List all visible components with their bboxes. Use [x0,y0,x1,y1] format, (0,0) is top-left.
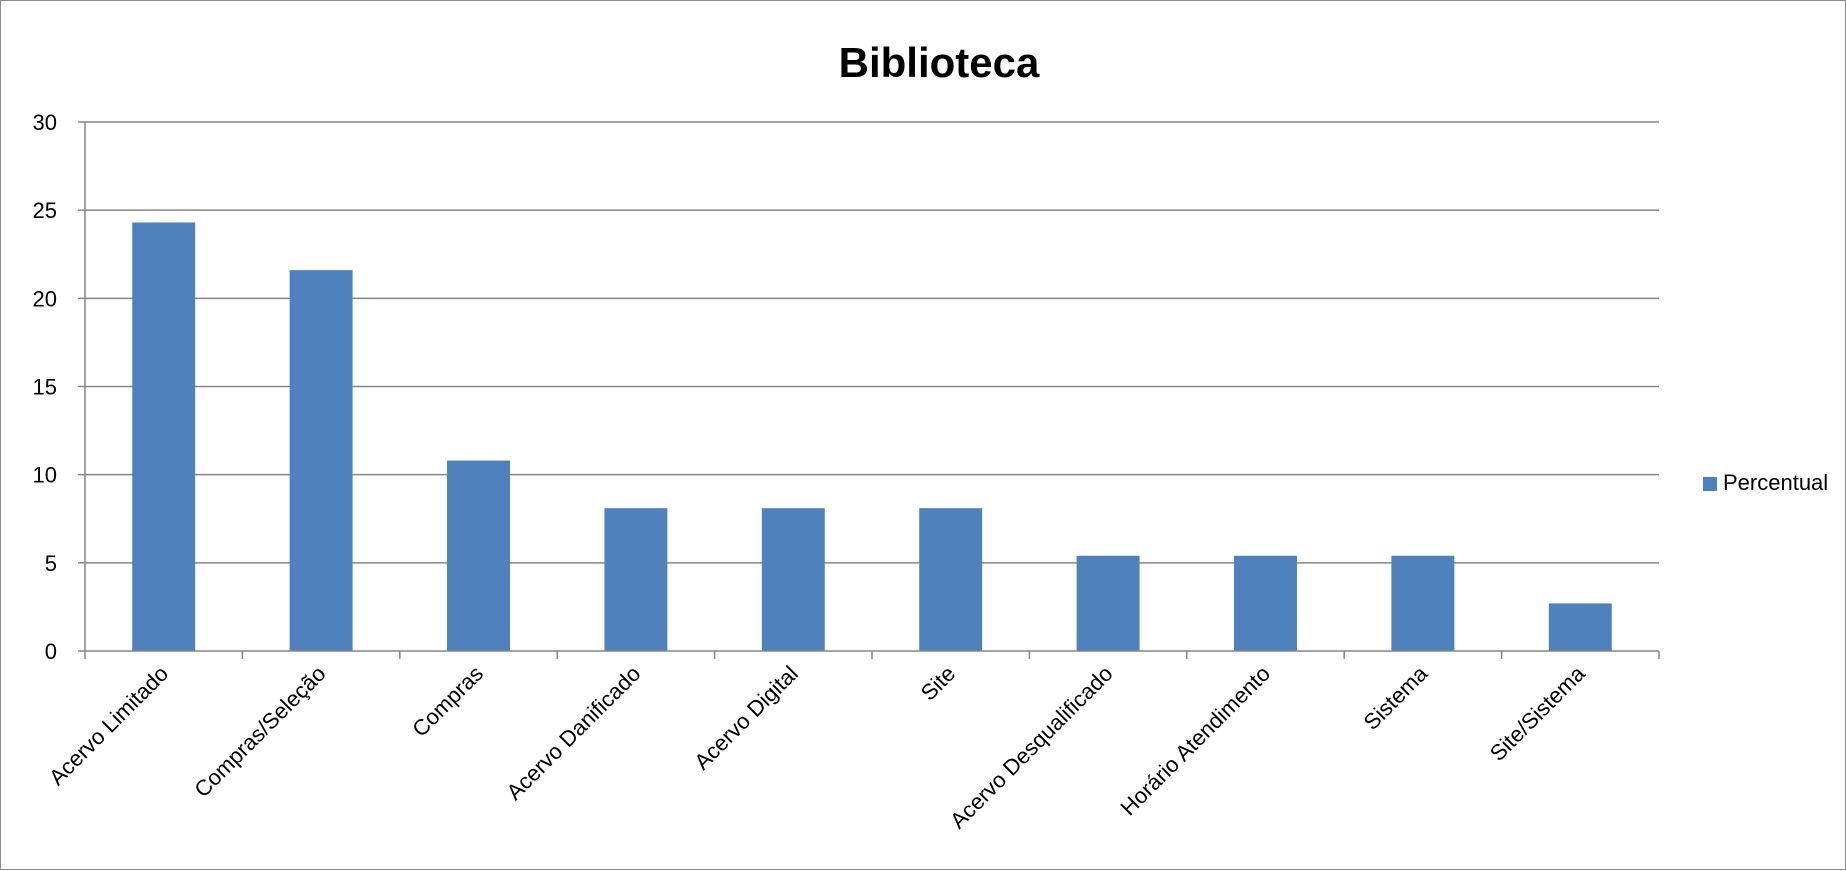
y-tick-label-25: 25 [33,198,57,223]
bar-7 [1076,555,1140,651]
bar-5 [761,508,825,651]
x-tick-label-9: Sistema [1359,660,1433,734]
x-axis-tick-labels: Acervo Limitado Compras/Seleção Compras Ace… [44,660,1590,833]
bar-9 [1391,555,1455,651]
legend-label: Percentual [1723,470,1828,495]
y-tick-label-30: 30 [33,110,57,135]
bar-8 [1234,555,1297,651]
x-tick-label-3: Compras [407,661,488,742]
y-tick-label-10: 10 [33,463,57,488]
bars [132,222,1612,651]
y-tick-label-15: 15 [33,375,57,400]
bar-10 [1548,603,1612,651]
chart-title: Biblioteca [839,39,1040,86]
bar-2 [289,270,353,651]
x-tick-label-1: Acervo Limitado [44,661,173,790]
y-axis-tick-labels: 0 5 10 15 20 25 30 [33,110,57,664]
x-tick-label-8: Horário Atendimento [1116,661,1275,820]
legend: Percentual [1703,470,1828,495]
y-tick-label-5: 5 [45,551,57,576]
legend-swatch [1703,477,1717,491]
y-tick-label-0: 0 [45,639,57,664]
bar-6 [919,508,983,651]
bar-4 [604,508,668,651]
axes [78,121,1660,659]
x-tick-label-2: Compras/Seleção [189,661,330,802]
x-tick-label-6: Site [916,661,960,705]
bar-1 [132,222,196,651]
y-tick-label-20: 20 [33,286,57,311]
x-tick-label-7: Acervo Desqualificado [945,661,1117,833]
x-tick-label-10: Site/Sistema [1485,660,1591,766]
bar-3 [447,460,510,651]
x-tick-label-5: Acervo Digital [689,661,803,775]
x-tick-label-4: Acervo Danificado [502,661,646,805]
